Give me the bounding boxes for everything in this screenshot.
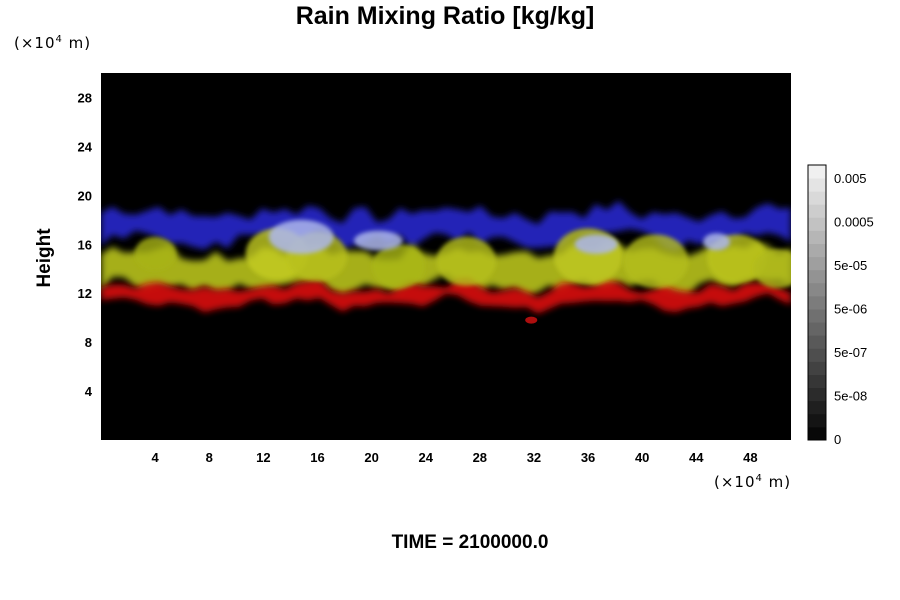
colorbar-labels: 0 5e-08 5e-07 5e-06 5e-05 0.0005 0.005 bbox=[834, 171, 874, 447]
x-tick-label: 12 bbox=[256, 450, 270, 465]
colorbar-label: 0 bbox=[834, 432, 841, 447]
x-tick-label: 40 bbox=[635, 450, 649, 465]
colorbar-step bbox=[808, 295, 826, 310]
time-label: TIME = 2100000.0 bbox=[391, 532, 549, 553]
colorbar-step bbox=[808, 426, 826, 441]
colorbar-step bbox=[808, 204, 826, 218]
colorbar-label: 5e-05 bbox=[834, 258, 867, 273]
colorbar-step bbox=[808, 374, 826, 389]
colorbar-step bbox=[808, 387, 826, 402]
x-tick-label: 32 bbox=[527, 450, 541, 465]
x-tick-label: 4 bbox=[152, 450, 160, 465]
colorbar-step bbox=[808, 400, 826, 415]
colorbar-step bbox=[808, 243, 826, 258]
colorbar-label: 5e-08 bbox=[834, 389, 867, 404]
cloud-highlight bbox=[574, 234, 618, 255]
colorbar-step bbox=[808, 361, 826, 375]
cloud-puff bbox=[622, 234, 689, 289]
y-tick-label: 28 bbox=[78, 90, 92, 105]
x-tick-label: 20 bbox=[364, 450, 378, 465]
colorbar-step bbox=[808, 191, 826, 205]
colorbar-step bbox=[808, 165, 826, 179]
rain-field bbox=[101, 200, 791, 324]
y-tick-label: 4 bbox=[85, 384, 93, 399]
x-tick-label: 8 bbox=[206, 450, 213, 465]
cloud-highlight bbox=[703, 233, 731, 251]
x-tick-label: 48 bbox=[743, 450, 757, 465]
cloud-highlight bbox=[354, 230, 403, 251]
x-axis-unit: (×104 m) bbox=[714, 473, 792, 491]
x-tick-label: 16 bbox=[310, 450, 324, 465]
chart-title: Rain Mixing Ratio [kg/kg] bbox=[295, 2, 595, 30]
colorbar-step bbox=[808, 256, 826, 271]
cloud-highlight bbox=[268, 219, 334, 255]
y-tick-label: 16 bbox=[78, 237, 92, 252]
colorbar-label: 5e-06 bbox=[834, 302, 867, 317]
colorbar-step bbox=[808, 282, 826, 297]
cloud-puff bbox=[134, 236, 176, 272]
colorbar-label: 5e-07 bbox=[834, 345, 867, 360]
y-tick-label: 20 bbox=[78, 188, 92, 203]
colorbar-step bbox=[808, 230, 826, 244]
colorbar-step bbox=[808, 335, 826, 349]
x-tick-label: 36 bbox=[581, 450, 595, 465]
colorbar-step bbox=[808, 217, 826, 231]
colorbar-step bbox=[808, 348, 826, 362]
cloud-puff bbox=[753, 249, 791, 289]
y-tick-label: 12 bbox=[78, 286, 92, 301]
rain-droplet bbox=[525, 316, 538, 324]
colorbar-step bbox=[808, 322, 826, 336]
y-axis-title: Height bbox=[34, 228, 55, 288]
x-tick-label: 44 bbox=[689, 450, 704, 465]
y-axis-unit: (×104 m) bbox=[14, 34, 92, 52]
colorbar-step bbox=[808, 269, 826, 284]
y-ticks: 4 8 12 16 20 24 28 bbox=[78, 90, 93, 399]
cloud-puff bbox=[371, 244, 426, 289]
colorbar bbox=[807, 164, 827, 441]
rain-band-upper bbox=[101, 200, 791, 252]
colorbar-label: 0.0005 bbox=[834, 215, 874, 230]
colorbar-step bbox=[808, 309, 826, 323]
colorbar-frame bbox=[807, 164, 827, 441]
colorbar-step bbox=[808, 413, 826, 428]
rain-band-lower bbox=[101, 279, 791, 314]
x-tick-label: 24 bbox=[418, 450, 433, 465]
x-ticks: 4 8 12 16 20 24 28 32 36 40 44 48 bbox=[152, 450, 758, 465]
y-tick-label: 8 bbox=[85, 335, 92, 350]
colorbar-label: 0.005 bbox=[834, 171, 867, 186]
colorbar-step bbox=[808, 178, 826, 192]
x-tick-label: 28 bbox=[473, 450, 487, 465]
y-tick-label: 24 bbox=[78, 139, 93, 154]
cloud-puff bbox=[436, 236, 497, 286]
